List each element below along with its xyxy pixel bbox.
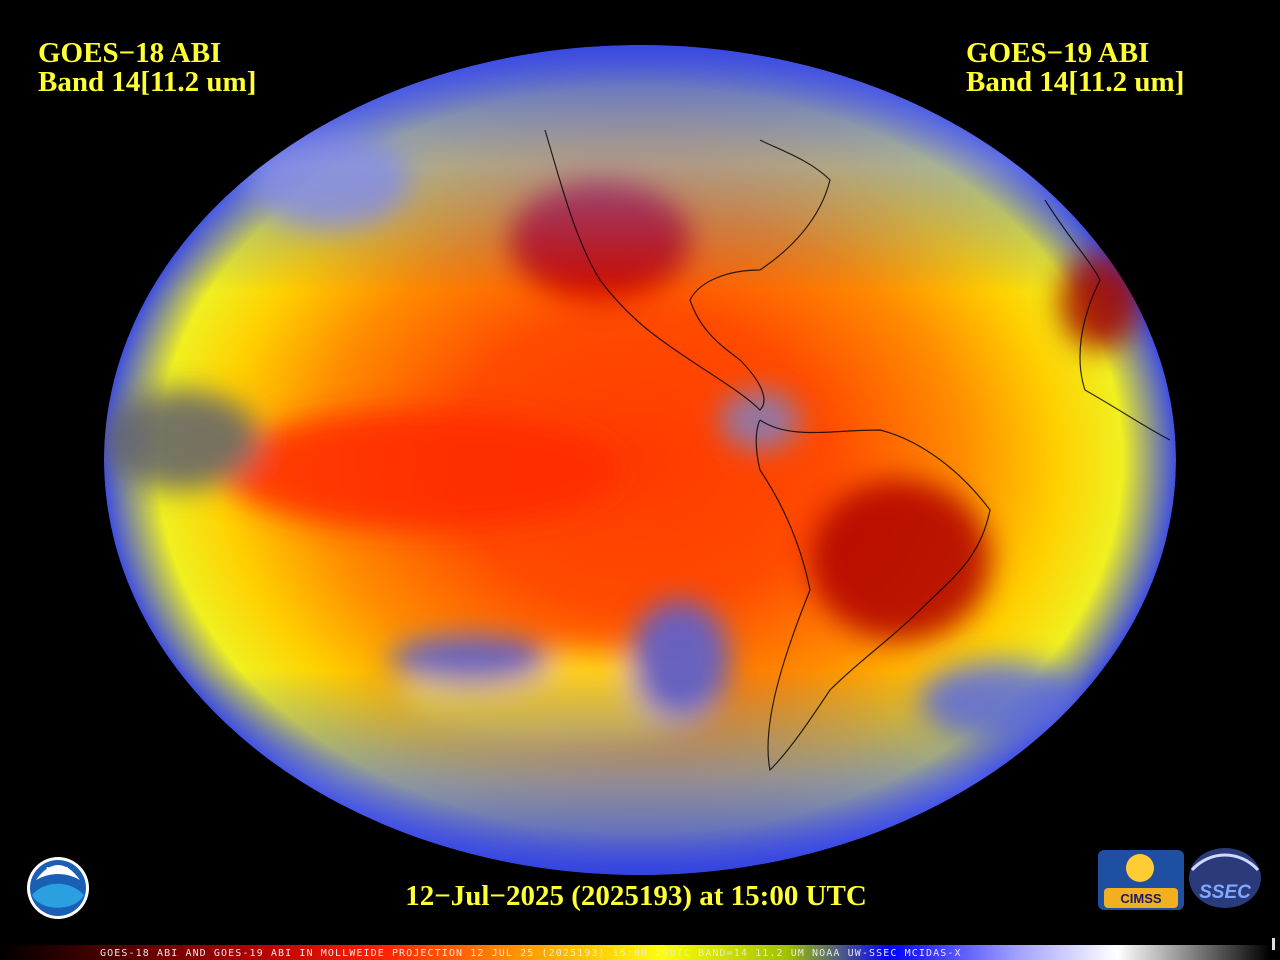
bar-marker (1272, 938, 1275, 950)
earth-disk (104, 45, 1176, 875)
noaa-label: NOAA (46, 866, 70, 875)
right-band: Band 14[11.2 um] (966, 66, 1184, 98)
left-band: Band 14[11.2 um] (38, 66, 256, 98)
noaa-logo: NOAA (27, 857, 89, 919)
left-satellite: GOES−18 ABI (38, 37, 221, 69)
right-satellite: GOES−19 ABI (966, 37, 1149, 69)
cimss-label: CIMSS (1120, 891, 1162, 906)
timestamp: 12−Jul−2025 (2025193) at 15:00 UTC (405, 880, 867, 912)
color-bar (0, 945, 1270, 960)
footer: GOES-18 ABI AND GOES-19 ABI IN MOLLWEIDE… (100, 948, 962, 959)
ssec-label: SSEC (1199, 882, 1251, 903)
coastlines (544, 129, 1171, 772)
ssec-logo: SSEC (1189, 848, 1261, 908)
cimss-logo: CIMSS (1098, 850, 1184, 910)
